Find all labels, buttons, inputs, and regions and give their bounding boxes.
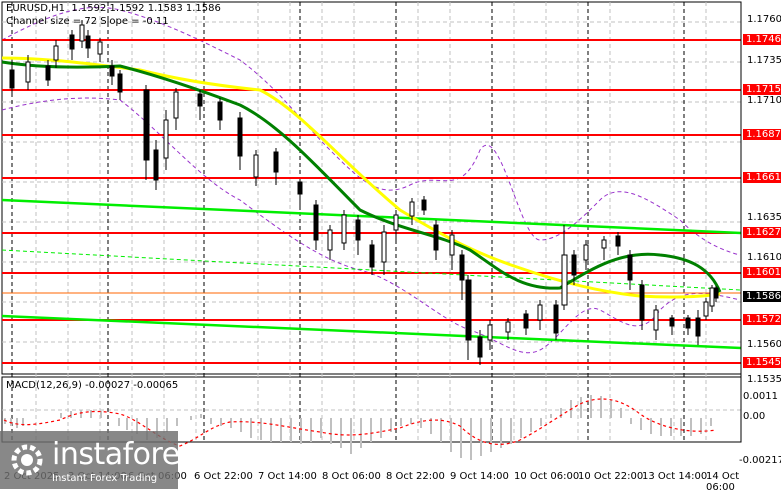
time-label: 13 Oct 14:00 <box>642 471 708 482</box>
symbol-header: EURUSD,H1 1.1592 1.1592 1.1583 1.1586 <box>6 3 221 14</box>
tick-label: 1.1610 <box>747 252 781 263</box>
level-badge: 1.1572 <box>743 314 781 325</box>
current-price-badge: 1.1586 <box>743 291 781 302</box>
level-badge: 1.1715 <box>743 84 781 95</box>
tick-label: 1.1635 <box>747 212 781 223</box>
level-badge: 1.1601 <box>743 267 781 278</box>
time-label: 8 Oct 06:00 <box>322 471 381 482</box>
grid-lines <box>2 2 741 442</box>
tick-label: 1.1735 <box>747 55 781 66</box>
brand-name: instaforex <box>52 437 197 472</box>
time-label: 10 Oct 06:00 <box>514 471 580 482</box>
macd-tick: -0.00217 <box>739 455 781 466</box>
envelope-bands <box>1 6 741 354</box>
level-badge: 1.1746 <box>743 34 781 45</box>
tick-label: 1.1760 <box>747 14 781 25</box>
time-label: 7 Oct 14:00 <box>258 471 317 482</box>
level-badge: 1.1627 <box>743 227 781 238</box>
macd-tick: 0.0011 <box>743 391 778 402</box>
level-badge: 1.1545 <box>743 357 781 368</box>
tick-label: 1.1710 <box>747 95 781 106</box>
time-label: 14 Oct 06:00 <box>706 471 740 493</box>
channel-mid <box>1 249 742 291</box>
macd-label: MACD(12,26,9) -0.00027 -0.00065 <box>6 380 179 391</box>
level-lines <box>2 39 741 364</box>
time-label: 9 Oct 14:00 <box>450 471 509 482</box>
level-badge: 1.1687 <box>743 129 781 140</box>
level-badge: 1.1661 <box>743 172 781 183</box>
candles <box>9 20 719 365</box>
gear-logo-icon <box>11 444 43 476</box>
time-label: 8 Oct 22:00 <box>386 471 445 482</box>
macd-tick: 0.00 <box>743 411 766 422</box>
ma-slow <box>1 60 722 293</box>
tick-label: 1.1535 <box>747 374 781 385</box>
brand-tagline: Instant Forex Trading <box>52 473 158 484</box>
time-label: 10 Oct 22:00 <box>578 471 644 482</box>
day-separators <box>11 2 685 442</box>
price-axis-labels: 1.1760 1.1735 1.1710 1.1635 1.1610 1.156… <box>739 0 781 489</box>
watermark: instaforex Instant Forex Trading <box>0 431 197 489</box>
indicator-header: Channel size = 72 Slope = -0.11 <box>6 16 169 27</box>
tick-label: 1.1560 <box>747 339 781 350</box>
macd-signal-line <box>3 398 717 447</box>
time-label: 6 Oct 22:00 <box>194 471 253 482</box>
